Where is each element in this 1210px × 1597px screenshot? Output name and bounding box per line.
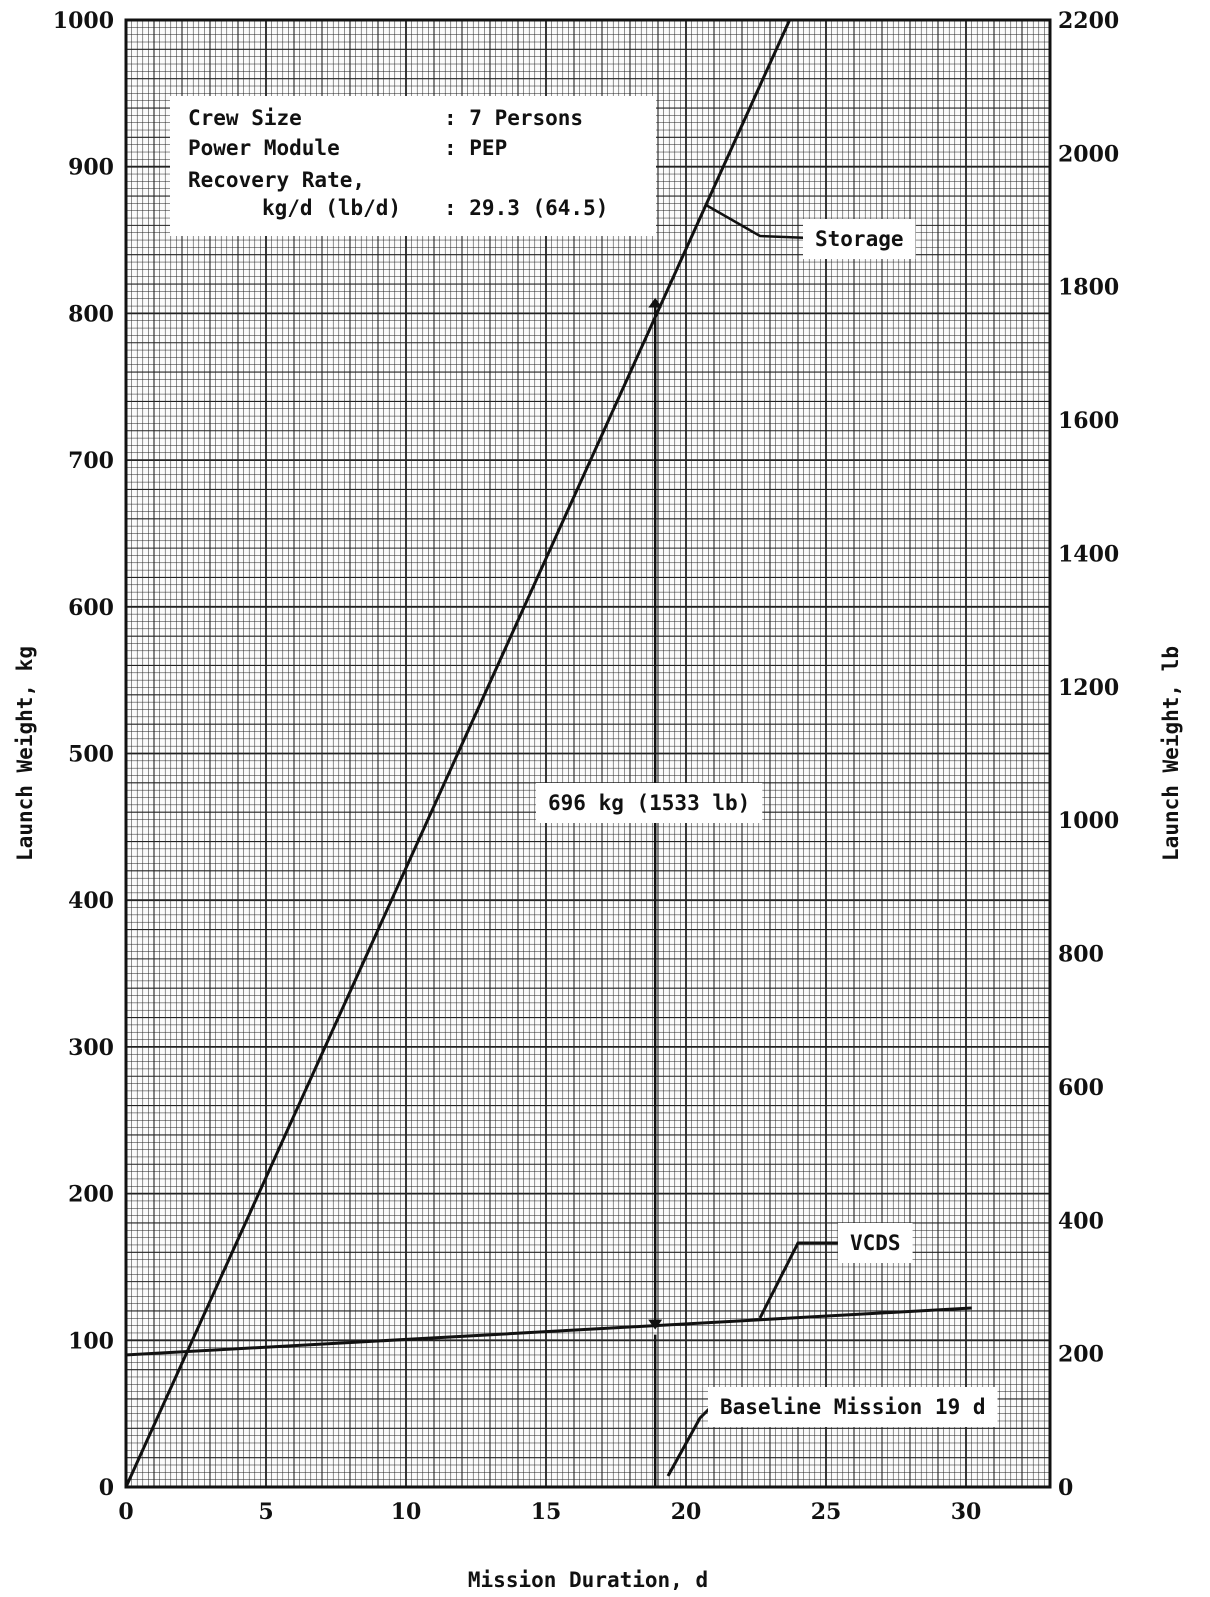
y-tick-label: 800 xyxy=(68,301,114,327)
y-axis-title-left: Launch Weight, kg xyxy=(13,646,37,861)
x-tick-label: 20 xyxy=(671,1499,702,1525)
y2-tick-label: 1200 xyxy=(1058,675,1119,701)
info-box-label: Crew Size xyxy=(188,106,302,130)
y2-tick-label: 1800 xyxy=(1058,275,1119,301)
info-box-label: Recovery Rate, xyxy=(188,168,365,192)
x-axis-title: Mission Duration, d xyxy=(468,1568,708,1592)
difference-label-background xyxy=(536,783,763,823)
info-box-value: : 7 Persons xyxy=(444,106,583,130)
y2-tick-label: 0 xyxy=(1058,1475,1073,1501)
info-box-label: kg/d (lb/d) xyxy=(262,196,401,220)
storage-label-background xyxy=(803,219,916,259)
y-tick-label: 600 xyxy=(68,595,114,621)
vcds-label: VCDS xyxy=(838,1223,913,1263)
plot-frame xyxy=(124,18,1052,1489)
y2-tick-label: 200 xyxy=(1058,1342,1104,1368)
info-box-value: : 29.3 (64.5) xyxy=(444,196,608,220)
y-tick-label: 100 xyxy=(68,1328,114,1354)
x-tick-label: 30 xyxy=(951,1499,982,1525)
y-tick-label: 0 xyxy=(99,1475,114,1501)
y-tick-label: 500 xyxy=(68,742,114,768)
y2-tick-label: 2200 xyxy=(1058,8,1119,34)
difference-label-text: 696 kg (1533 lb) xyxy=(548,791,750,815)
y-tick-label: 200 xyxy=(68,1182,114,1208)
y-tick-label: 1000 xyxy=(53,8,114,34)
tick-labels: 0 5 10 15 20 25 300100200300400500600700800900… xyxy=(53,8,1119,1525)
series xyxy=(124,19,972,1488)
x-tick-label: 25 xyxy=(811,1499,842,1525)
y2-tick-label: 1600 xyxy=(1058,408,1119,434)
y2-tick-label: 1400 xyxy=(1058,541,1119,567)
storage-label: Storage xyxy=(803,219,916,259)
storage-leader xyxy=(705,203,811,240)
y-tick-label: 400 xyxy=(68,888,114,914)
series-line xyxy=(125,1306,972,1357)
annotations: 696 kg (1533 lb) Storage VCDS Baseline Miss… xyxy=(536,203,998,1487)
vcds-label-text: VCDS xyxy=(850,1231,901,1255)
y-tick-label: 900 xyxy=(68,155,114,181)
x-tick-label: 10 xyxy=(391,1499,422,1525)
baseline-label-text: Baseline Mission 19 d xyxy=(720,1395,986,1419)
info-box-value: : PEP xyxy=(444,136,507,160)
vcds-label-background xyxy=(838,1223,913,1263)
baseline-label: Baseline Mission 19 d xyxy=(708,1387,998,1427)
y2-tick-label: 600 xyxy=(1058,1075,1104,1101)
y-axis-title-right: Launch Weight, lb xyxy=(1159,646,1183,861)
baseline-label-background xyxy=(708,1387,998,1427)
info-box-background xyxy=(170,96,656,236)
series-line xyxy=(124,19,791,1488)
y2-tick-label: 1000 xyxy=(1058,808,1119,834)
y-tick-label: 300 xyxy=(68,1035,114,1061)
x-tick-label: 0 xyxy=(118,1499,133,1525)
storage-label-text: Storage xyxy=(815,227,904,251)
difference-label: 696 kg (1533 lb) xyxy=(536,783,763,823)
y2-tick-label: 2000 xyxy=(1058,141,1119,167)
y-tick-label: 700 xyxy=(68,448,114,474)
info-box: Crew Size : 7 Persons Power Module : PEP Rec… xyxy=(170,96,656,236)
vcds-leader xyxy=(758,1241,840,1319)
x-tick-label: 5 xyxy=(258,1499,273,1525)
info-box-label: Power Module xyxy=(188,136,340,160)
y2-tick-label: 400 xyxy=(1058,1208,1104,1234)
y2-tick-label: 800 xyxy=(1058,942,1104,968)
x-tick-label: 15 xyxy=(531,1499,562,1525)
